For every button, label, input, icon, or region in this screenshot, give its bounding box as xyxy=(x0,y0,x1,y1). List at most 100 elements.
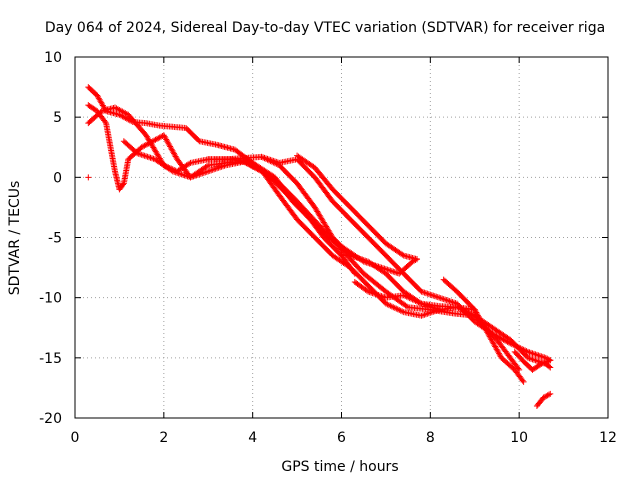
trace-marker xyxy=(291,196,298,203)
trace-marker xyxy=(147,154,154,161)
trace-marker xyxy=(416,299,423,306)
trace-marker xyxy=(385,302,392,309)
trace-marker xyxy=(102,118,109,125)
trace-marker xyxy=(509,364,516,371)
trace-marker xyxy=(434,294,441,301)
trace-marker xyxy=(261,154,268,161)
trace-marker xyxy=(248,162,255,169)
trace-marker xyxy=(131,148,138,155)
trace-marker xyxy=(267,156,274,163)
trace-marker xyxy=(538,396,545,403)
trace-marker xyxy=(357,256,364,263)
trace-marker xyxy=(532,351,539,358)
trace-marker xyxy=(309,201,316,208)
trace-marker xyxy=(180,171,187,178)
series-track-7 xyxy=(294,152,421,263)
trace-marker xyxy=(376,292,383,299)
trace-marker xyxy=(528,355,535,362)
trace-marker xyxy=(246,161,253,168)
trace-marker xyxy=(532,357,539,364)
trace-marker xyxy=(539,360,546,367)
trace-marker xyxy=(212,141,219,148)
trace-marker xyxy=(138,151,145,158)
trace-marker xyxy=(424,290,431,297)
trace-marker xyxy=(500,336,507,343)
trace-marker xyxy=(111,166,118,173)
trace-marker xyxy=(375,292,382,299)
trace-marker xyxy=(490,331,497,338)
trace-marker xyxy=(148,155,155,162)
x-axis-label: GPS time / hours xyxy=(281,459,398,475)
trace-marker xyxy=(424,310,431,317)
trace-marker xyxy=(535,362,542,369)
data-point xyxy=(525,348,532,355)
trace-marker xyxy=(518,376,525,383)
trace-marker xyxy=(336,250,343,257)
trace-marker xyxy=(511,342,518,349)
trace-marker xyxy=(262,155,269,162)
trace-marker xyxy=(135,150,142,157)
trace-marker xyxy=(430,292,437,299)
trace-marker xyxy=(206,167,213,174)
trace-marker xyxy=(421,289,428,296)
trace-marker xyxy=(362,220,369,227)
trace-marker xyxy=(388,303,395,310)
trace-marker xyxy=(422,290,429,297)
trace-marker xyxy=(516,344,523,351)
trace-marker xyxy=(394,306,401,313)
trace-marker xyxy=(437,295,444,302)
trace-marker xyxy=(394,270,401,277)
trace-marker xyxy=(518,356,525,363)
trace-marker xyxy=(119,181,126,188)
trace-marker xyxy=(172,169,179,176)
trace-marker xyxy=(177,170,184,177)
data-series xyxy=(85,84,554,409)
data-point xyxy=(507,340,514,347)
trace-marker xyxy=(270,157,277,164)
x-tick-labels: 0 2 4 6 8 10 12 xyxy=(71,430,617,446)
trace-marker xyxy=(533,357,540,364)
trace-marker xyxy=(265,156,272,163)
trace-marker xyxy=(150,155,157,162)
trace-marker xyxy=(541,393,548,400)
trace-marker xyxy=(245,160,252,167)
trace-marker xyxy=(327,250,334,257)
trace-marker xyxy=(140,152,147,159)
trace-marker xyxy=(542,359,549,366)
trace-marker xyxy=(469,304,476,311)
trace-marker xyxy=(398,286,405,293)
trace-marker xyxy=(526,355,533,362)
trace-marker xyxy=(412,297,419,304)
trace-marker xyxy=(362,257,369,264)
trace-marker xyxy=(523,348,530,355)
trace-marker xyxy=(427,309,434,316)
trace-marker xyxy=(428,292,435,299)
x-tick-label: 8 xyxy=(426,430,435,446)
trace-marker xyxy=(399,308,406,315)
trace-marker xyxy=(174,169,181,176)
trace-marker xyxy=(409,296,416,303)
series-track-10 xyxy=(511,348,554,373)
trace-marker xyxy=(372,291,379,298)
trace-marker xyxy=(175,170,182,177)
trace-marker xyxy=(536,352,543,359)
trace-marker xyxy=(181,172,188,179)
trace-marker xyxy=(371,290,378,297)
trace-marker xyxy=(422,311,429,318)
data-point xyxy=(258,153,265,160)
trace-marker xyxy=(469,316,476,323)
trace-marker xyxy=(184,161,191,168)
trace-marker xyxy=(414,298,421,305)
trace-marker xyxy=(501,337,508,344)
trace-marker xyxy=(178,171,185,178)
trace-marker xyxy=(519,377,526,384)
trace-marker xyxy=(327,195,334,202)
trace-marker xyxy=(533,351,540,358)
trace-marker xyxy=(391,304,398,311)
trace-marker xyxy=(522,347,529,354)
trace-marker xyxy=(168,167,175,174)
trace-marker xyxy=(514,343,521,350)
x-tick-label: 2 xyxy=(159,430,168,446)
trace-marker xyxy=(384,266,391,273)
trace-marker xyxy=(545,362,552,369)
